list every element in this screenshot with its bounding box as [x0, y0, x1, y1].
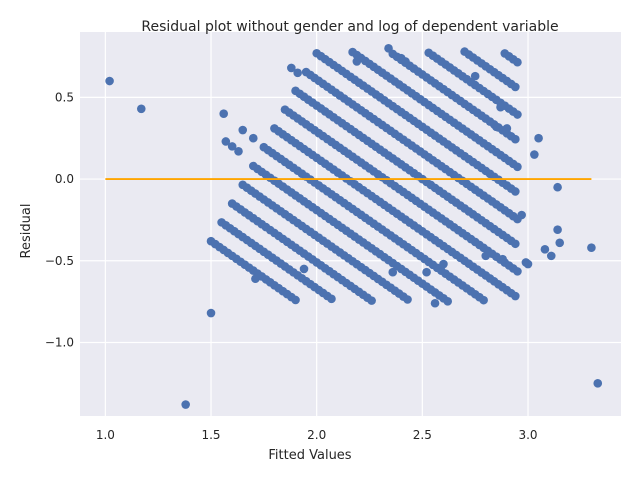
data-point: [479, 295, 488, 305]
x-axis-label: Fitted Values: [268, 448, 351, 463]
data-point: [291, 295, 300, 305]
data-point: [105, 76, 114, 86]
data-point: [498, 254, 507, 264]
y-tick-label: −0.5: [45, 254, 74, 268]
y-tick-labels: −1.0 −0.5 0.0 0.5: [45, 90, 74, 349]
data-point: [553, 182, 562, 192]
data-point: [293, 68, 302, 78]
data-point: [511, 134, 520, 144]
data-point: [511, 239, 520, 249]
data-point: [430, 298, 440, 308]
x-tick-label: 2.5: [413, 428, 432, 442]
data-point: [227, 142, 237, 151]
plot-area-background: [80, 32, 621, 416]
data-point: [384, 44, 393, 53]
x-tick-label: 1.0: [96, 428, 115, 442]
data-point: [401, 57, 410, 66]
data-point: [492, 122, 501, 132]
x-tick-label: 1.5: [201, 428, 220, 442]
data-point: [513, 267, 522, 276]
chart-title: Residual plot without gender and log of …: [141, 19, 558, 35]
data-point: [181, 400, 190, 409]
data-point: [352, 57, 362, 66]
data-points: [105, 44, 603, 409]
data-point: [287, 63, 296, 73]
data-point: [587, 243, 596, 252]
data-point: [534, 133, 543, 143]
data-point: [513, 110, 522, 119]
data-point: [511, 187, 520, 196]
data-point: [234, 146, 243, 156]
data-point: [496, 102, 505, 112]
data-point: [546, 251, 556, 261]
y-axis-label: Residual: [19, 204, 34, 259]
x-tick-label: 2.0: [307, 428, 326, 442]
data-point: [513, 57, 522, 67]
data-point: [403, 295, 412, 304]
data-point: [540, 245, 550, 254]
y-tick-label: 0.5: [55, 90, 74, 104]
data-point: [439, 259, 448, 269]
data-point: [502, 124, 512, 133]
data-point: [238, 125, 248, 135]
data-point: [521, 258, 531, 267]
data-point: [422, 267, 431, 277]
data-point: [513, 162, 522, 172]
data-point: [530, 150, 539, 159]
data-point: [443, 296, 453, 306]
data-point: [219, 109, 229, 119]
data-point: [251, 274, 260, 284]
data-point: [553, 225, 562, 235]
data-point: [206, 308, 216, 318]
data-point: [367, 296, 376, 305]
data-point: [327, 294, 336, 304]
data-point: [511, 82, 520, 92]
data-point: [470, 71, 480, 81]
data-point: [136, 104, 146, 114]
x-tick-label: 3.0: [518, 428, 537, 442]
y-tick-label: −1.0: [45, 335, 74, 349]
y-tick-label: 0.0: [55, 172, 74, 186]
data-point: [593, 379, 603, 388]
x-tick-labels: 1.0 1.5 2.0 2.5 3.0: [96, 428, 538, 442]
data-point: [388, 267, 398, 277]
data-point: [555, 238, 565, 248]
data-point: [481, 251, 491, 261]
data-point: [221, 137, 231, 146]
data-point: [248, 133, 258, 143]
data-point: [511, 291, 520, 301]
data-point: [299, 264, 309, 274]
data-point: [517, 210, 526, 220]
